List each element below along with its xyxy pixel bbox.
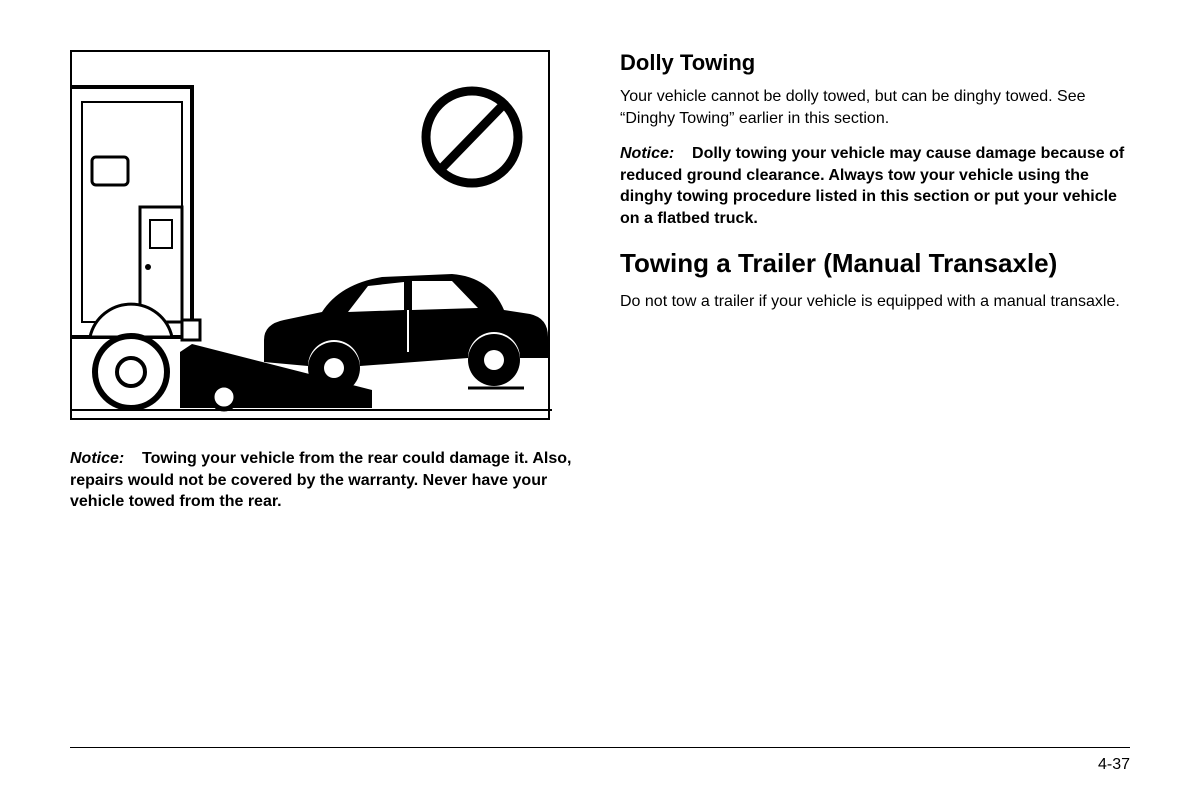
right-column: Dolly Towing Your vehicle cannot be doll…	[620, 50, 1130, 513]
towing-trailer-heading: Towing a Trailer (Manual Transaxle)	[620, 248, 1130, 279]
towing-diagram-svg	[72, 52, 552, 422]
rear-tow-notice: Notice: Towing your vehicle from the rea…	[70, 448, 580, 513]
dolly-towing-heading: Dolly Towing	[620, 50, 1130, 76]
page-content: Notice: Towing your vehicle from the rea…	[0, 0, 1200, 513]
notice-body: Towing your vehicle from the rear could …	[70, 450, 571, 510]
prohibition-icon	[426, 91, 518, 183]
notice-body: Dolly towing your vehicle may cause dama…	[620, 145, 1124, 227]
notice-label: Notice:	[620, 145, 674, 162]
left-column: Notice: Towing your vehicle from the rea…	[70, 50, 580, 513]
dolly-towing-paragraph: Your vehicle cannot be dolly towed, but …	[620, 86, 1130, 129]
footer-rule	[70, 747, 1130, 748]
page-number: 4-37	[1098, 756, 1130, 774]
towing-trailer-paragraph: Do not tow a trailer if your vehicle is …	[620, 291, 1130, 313]
dolly-towing-notice: Notice: Dolly towing your vehicle may ca…	[620, 143, 1130, 229]
towing-illustration	[70, 50, 550, 420]
notice-label: Notice:	[70, 450, 124, 467]
